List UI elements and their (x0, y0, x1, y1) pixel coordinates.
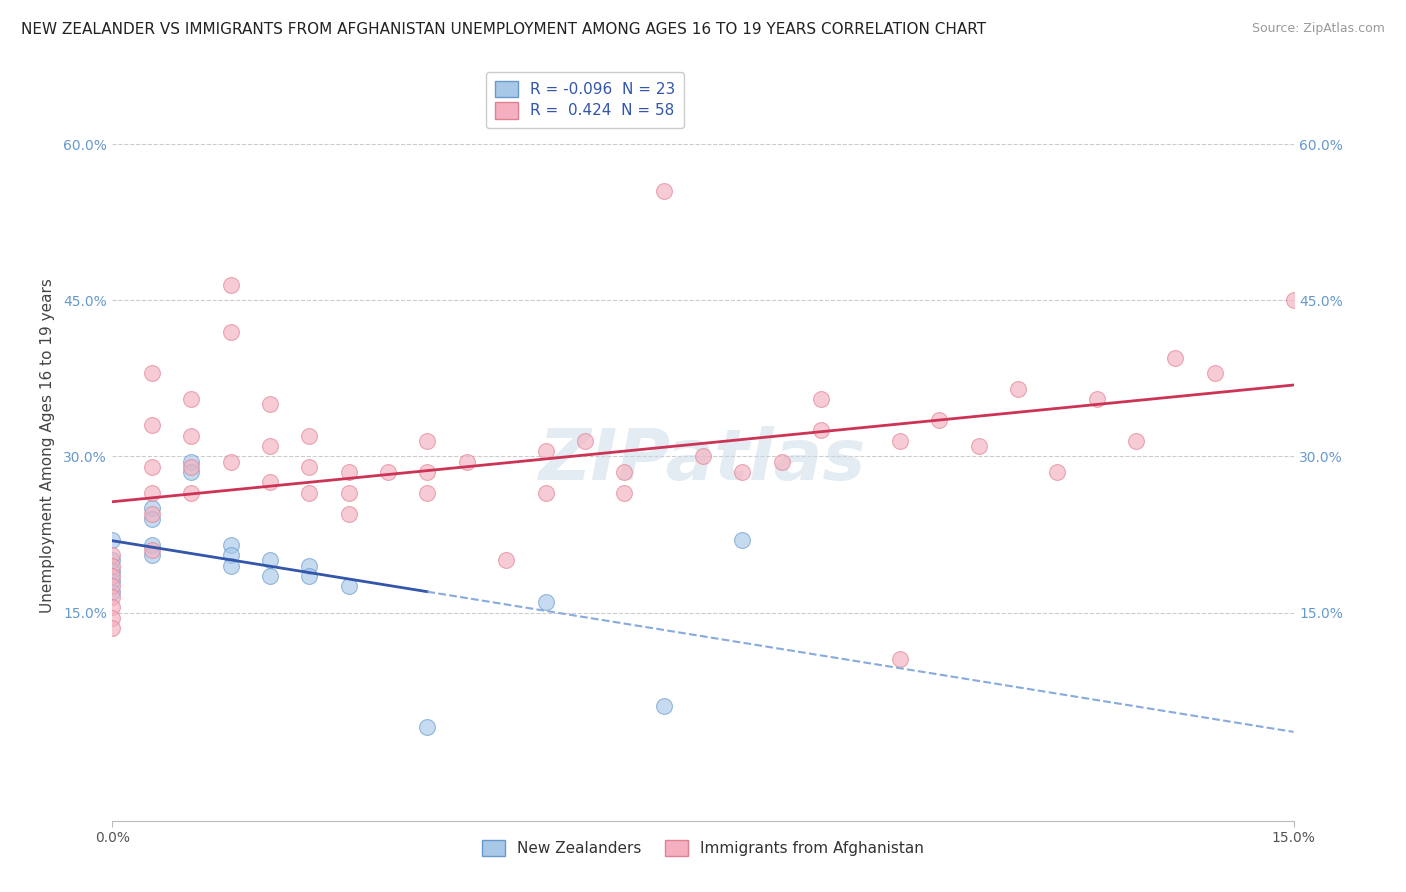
Point (613, 465, 636, 479)
Point (219, 277, 242, 292)
Point (259, 553, 281, 567)
Point (101, 621, 124, 635)
Point (298, 428, 321, 442)
Point (731, 533, 754, 547)
Point (298, 569, 321, 583)
Point (180, 428, 202, 442)
Point (141, 538, 163, 552)
Legend: New Zealanders, Immigrants from Afghanistan: New Zealanders, Immigrants from Afghanis… (472, 830, 934, 865)
Point (219, 548, 242, 563)
Point (259, 569, 281, 583)
Point (574, 434, 596, 448)
Point (889, 652, 911, 666)
Point (101, 558, 124, 573)
Point (101, 590, 124, 604)
Point (259, 439, 281, 453)
Point (810, 424, 832, 438)
Point (298, 558, 321, 573)
Point (967, 439, 990, 453)
Point (141, 507, 163, 521)
Point (534, 444, 557, 458)
Point (1282, 293, 1305, 308)
Point (337, 485, 360, 500)
Point (180, 455, 202, 469)
Point (928, 413, 950, 427)
Point (1204, 366, 1226, 380)
Point (141, 366, 163, 380)
Point (101, 533, 124, 547)
Point (101, 569, 124, 583)
Point (456, 455, 478, 469)
Point (219, 538, 242, 552)
Point (180, 392, 202, 407)
Point (219, 455, 242, 469)
Point (1046, 465, 1069, 479)
Point (141, 548, 163, 563)
Point (495, 553, 517, 567)
Point (219, 325, 242, 339)
Point (101, 580, 124, 594)
Point (416, 465, 439, 479)
Point (1125, 434, 1147, 448)
Point (416, 485, 439, 500)
Point (534, 485, 557, 500)
Point (731, 465, 754, 479)
Point (810, 392, 832, 407)
Point (416, 434, 439, 448)
Point (141, 459, 163, 474)
Point (141, 543, 163, 558)
Point (101, 584, 124, 599)
Y-axis label: Unemployment Among Ages 16 to 19 years: Unemployment Among Ages 16 to 19 years (39, 278, 55, 614)
Point (337, 507, 360, 521)
Point (770, 455, 793, 469)
Text: Source: ZipAtlas.com: Source: ZipAtlas.com (1251, 22, 1385, 36)
Point (180, 465, 202, 479)
Point (652, 699, 675, 714)
Point (889, 434, 911, 448)
Point (298, 459, 321, 474)
Point (1007, 382, 1029, 396)
Point (101, 600, 124, 615)
Text: ZIPatlas: ZIPatlas (540, 426, 866, 495)
Point (613, 485, 636, 500)
Point (534, 595, 557, 609)
Point (180, 485, 202, 500)
Point (1164, 351, 1187, 365)
Point (652, 184, 675, 198)
Point (337, 465, 360, 479)
Point (180, 459, 202, 474)
Point (1085, 392, 1108, 407)
Point (219, 558, 242, 573)
Point (101, 574, 124, 589)
Point (337, 580, 360, 594)
Point (141, 418, 163, 433)
Point (141, 501, 163, 516)
Point (259, 397, 281, 411)
Point (259, 475, 281, 490)
Point (298, 485, 321, 500)
Point (377, 465, 399, 479)
Point (101, 548, 124, 563)
Point (692, 450, 714, 464)
Point (416, 720, 439, 734)
Point (101, 553, 124, 567)
Text: NEW ZEALANDER VS IMMIGRANTS FROM AFGHANISTAN UNEMPLOYMENT AMONG AGES 16 TO 19 YE: NEW ZEALANDER VS IMMIGRANTS FROM AFGHANI… (21, 22, 986, 37)
Point (101, 611, 124, 625)
Point (141, 512, 163, 526)
Point (141, 485, 163, 500)
Point (101, 564, 124, 578)
